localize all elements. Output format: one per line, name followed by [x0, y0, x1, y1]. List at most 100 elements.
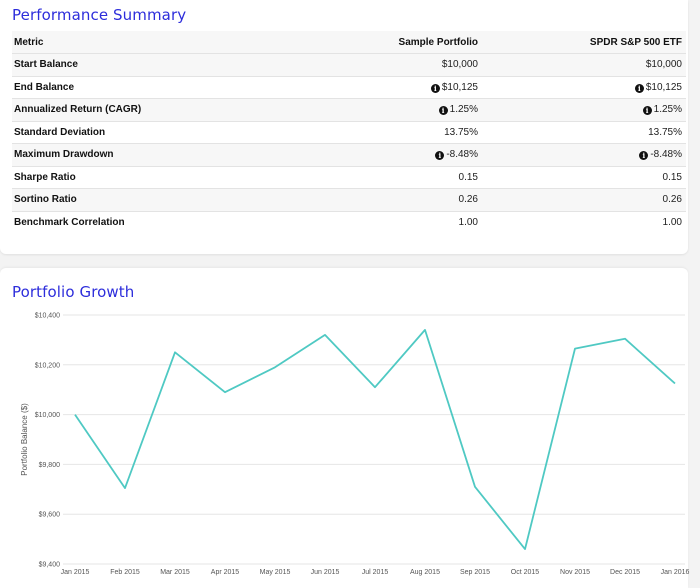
benchmark-value-cell: i 1.25%	[482, 98, 686, 122]
x-tick-label: Jun 2015	[311, 569, 340, 576]
data-point[interactable]	[221, 388, 229, 396]
data-point[interactable]	[621, 335, 629, 343]
data-point[interactable]	[371, 383, 379, 391]
benchmark-value-cell: 1.00	[482, 211, 686, 234]
x-tick-label: Feb 2015	[110, 569, 140, 576]
portfolio-growth-title: Portfolio Growth	[12, 283, 135, 301]
metric-name-cell: Maximum Drawdown	[12, 143, 222, 167]
metric-name: Annualized Return (CAGR)	[14, 104, 142, 116]
metric-name: Sortino Ratio	[14, 194, 77, 206]
metric-name-cell: Standard Deviation	[12, 121, 222, 144]
sample-portfolio-value-cell: 0.26	[222, 188, 482, 212]
table-row: Benchmark Correlation 1.00 1.00	[12, 211, 686, 234]
y-axis-label: Portfolio Balance ($)	[20, 403, 29, 476]
sample-portfolio-value-cell: 13.75%	[222, 121, 482, 144]
data-point[interactable]	[321, 331, 329, 339]
y-tick-label: $9,600	[39, 512, 61, 519]
sample-portfolio-value: $10,125	[441, 81, 478, 93]
sample-portfolio-value: 0.26	[458, 194, 478, 206]
sample-portfolio-value-cell: i 1.25%	[222, 98, 482, 122]
benchmark-value-cell: 0.26	[482, 188, 686, 212]
x-tick-label: Jan 2015	[61, 569, 90, 576]
data-point[interactable]	[521, 545, 529, 553]
header-metric: Metric	[12, 31, 222, 54]
data-point[interactable]	[71, 411, 79, 419]
sample-portfolio-value: 1.00	[458, 217, 478, 228]
table-row: Maximum Drawdown i -8.48% i -8.48%	[12, 143, 686, 167]
x-tick-label: Jul 2015	[362, 569, 389, 576]
header-sample-portfolio: Sample Portfolio	[222, 31, 482, 54]
x-tick-label: Jan 2016	[661, 569, 690, 576]
table-row: Sharpe Ratio 0.15 0.15	[12, 166, 686, 189]
table-row: Start Balance $10,000 $10,000	[12, 53, 686, 77]
x-tick-label: Dec 2015	[610, 569, 640, 576]
table-header-row: Metric Sample Portfolio SPDR S&P 500 ETF	[12, 31, 686, 54]
info-circle-icon[interactable]: i	[639, 151, 649, 161]
performance-summary-title: Performance Summary	[12, 6, 187, 24]
benchmark-value-cell: i -8.48%	[482, 143, 686, 167]
info-circle-icon[interactable]: i	[438, 106, 448, 116]
metric-name: End Balance	[14, 81, 75, 93]
sample-portfolio-value-cell: $10,000	[222, 53, 482, 77]
benchmark-value: 0.26	[662, 194, 682, 206]
data-point[interactable]	[671, 379, 679, 387]
x-tick-label: Apr 2015	[211, 569, 240, 576]
x-tick-label: May 2015	[260, 569, 291, 576]
performance-summary-card: Performance Summary Metric Sample Portfo…	[0, 0, 688, 254]
sample-portfolio-value-cell: i -8.48%	[222, 143, 482, 167]
metric-name: Sharpe Ratio	[14, 171, 76, 183]
metric-name: Start Balance	[14, 59, 78, 71]
metric-name: Maximum Drawdown	[14, 149, 114, 161]
benchmark-value: -8.48%	[650, 149, 682, 161]
table-row: Sortino Ratio 0.26 0.26	[12, 188, 686, 212]
sample-portfolio-value: 0.15	[458, 171, 478, 183]
benchmark-value: 0.15	[662, 171, 682, 183]
table-row: Annualized Return (CAGR) i 1.25% i 1.25%	[12, 98, 686, 122]
data-point[interactable]	[471, 483, 479, 491]
data-point[interactable]	[121, 484, 129, 492]
sample-portfolio-value: -8.48%	[446, 149, 478, 161]
metric-name-cell: Sortino Ratio	[12, 188, 222, 212]
metric-name-cell: Benchmark Correlation	[12, 211, 222, 234]
y-tick-label: $10,200	[35, 362, 60, 369]
performance-summary-table: Metric Sample Portfolio SPDR S&P 500 ETF…	[12, 31, 686, 234]
data-point[interactable]	[171, 348, 179, 356]
metric-name-cell: Annualized Return (CAGR)	[12, 98, 222, 122]
sample-portfolio-value: 13.75%	[444, 126, 478, 138]
y-tick-label: $9,800	[39, 462, 61, 469]
info-circle-icon[interactable]: i	[642, 106, 652, 116]
metric-name-cell: Sharpe Ratio	[12, 166, 222, 189]
x-tick-label: Oct 2015	[511, 569, 540, 576]
benchmark-value: $10,125	[645, 81, 682, 93]
header-benchmark: SPDR S&P 500 ETF	[482, 31, 686, 54]
info-circle-icon[interactable]: i	[435, 151, 445, 161]
sample-portfolio-value: 1.25%	[449, 104, 478, 116]
benchmark-value: 1.00	[662, 217, 682, 228]
data-point[interactable]	[571, 345, 579, 353]
metric-name: Benchmark Correlation	[14, 217, 125, 228]
portfolio-growth-card: Portfolio Growth	[0, 268, 688, 588]
metric-name-cell: End Balance	[12, 76, 222, 99]
benchmark-value-cell: i $10,125	[482, 76, 686, 99]
data-point[interactable]	[271, 363, 279, 371]
x-tick-label: Nov 2015	[560, 569, 590, 576]
data-point[interactable]	[421, 326, 429, 334]
y-tick-label: $9,400	[39, 562, 61, 569]
info-circle-icon[interactable]: i	[634, 83, 644, 93]
x-tick-label: Aug 2015	[410, 569, 440, 576]
x-tick-label: Sep 2015	[460, 569, 490, 576]
table-row: End Balance i $10,125 i $10,125	[12, 76, 686, 99]
y-tick-label: $10,400	[35, 313, 60, 320]
metric-name-cell: Start Balance	[12, 53, 222, 77]
sample-portfolio-value: $10,000	[441, 59, 478, 71]
benchmark-value: 1.25%	[653, 104, 682, 116]
series-line[interactable]	[74, 328, 676, 551]
benchmark-value: $10,000	[645, 59, 682, 71]
benchmark-value-cell: $10,000	[482, 53, 686, 77]
sample-portfolio-value-cell: 1.00	[222, 211, 482, 234]
benchmark-value-cell: 13.75%	[482, 121, 686, 144]
benchmark-value-cell: 0.15	[482, 166, 686, 189]
info-circle-icon[interactable]: i	[430, 83, 440, 93]
table-row: Standard Deviation 13.75% 13.75%	[12, 121, 686, 144]
metric-name: Standard Deviation	[14, 126, 106, 138]
